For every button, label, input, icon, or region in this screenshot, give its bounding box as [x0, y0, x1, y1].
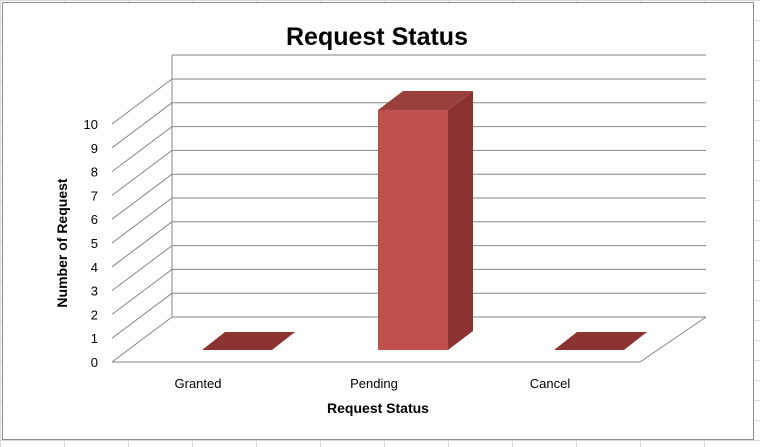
gridline-side: [111, 221, 173, 268]
y-tick-label: 2: [91, 307, 98, 322]
y-tick-label: 10: [84, 117, 98, 132]
y-tick-label: 5: [91, 236, 98, 251]
y-tick-label: 8: [91, 165, 98, 180]
gridline-side: [111, 173, 173, 220]
gridline-side: [111, 292, 173, 339]
gridline-side: [111, 78, 173, 125]
x-tick-label: Cancel: [530, 376, 571, 391]
floor-edge: [112, 316, 707, 363]
gridline-side: [111, 316, 173, 363]
x-axis-title: Request Status: [327, 400, 429, 416]
bar-side: [448, 91, 473, 350]
bar-pending: [378, 91, 473, 350]
gridline-side: [111, 268, 173, 315]
gridline-side: [111, 126, 173, 173]
bar-top: [378, 91, 473, 110]
bar-cancel: [554, 332, 647, 350]
y-tick-label: 0: [91, 355, 98, 370]
x-axis-categories: Granted Pending Cancel: [175, 376, 571, 391]
y-axis-ticks: 0 1 2 3 4 5 6 7 8 9 10: [84, 117, 98, 370]
y-axis-title: Number of Request: [54, 178, 70, 307]
y-tick-label: 1: [91, 331, 98, 346]
bar-front: [378, 110, 448, 350]
gridline-side: [111, 245, 173, 292]
y-tick-label: 6: [91, 212, 98, 227]
x-tick-label: Granted: [175, 376, 222, 391]
gridline-side: [111, 102, 173, 149]
y-tick-label: 7: [91, 188, 98, 203]
y-tick-label: 3: [91, 284, 98, 299]
x-tick-label: Pending: [350, 376, 398, 391]
bars: [202, 91, 647, 350]
bar-flat: [202, 332, 295, 350]
y-tick-label: 4: [91, 260, 98, 275]
chart-title: Request Status: [286, 23, 468, 51]
gridline-side: [111, 149, 173, 196]
y-tick-label: 9: [91, 141, 98, 156]
bar-flat: [554, 332, 647, 350]
bar-granted: [202, 332, 295, 350]
gridline-side: [111, 197, 173, 244]
